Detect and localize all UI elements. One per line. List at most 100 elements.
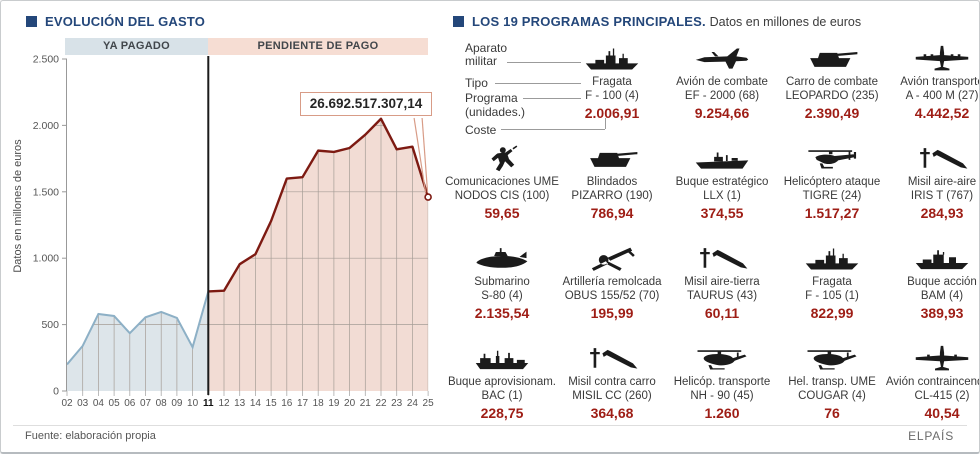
action-ship-icon (887, 243, 979, 273)
program-cost: 4.442,52 (914, 105, 970, 121)
missile-icon (557, 343, 667, 373)
program-card: Misil aire-aire IRIS T (767) 284,93 (887, 137, 979, 237)
band-pending: PENDIENTE DE PAGO (208, 38, 428, 55)
bullet-square-icon (26, 16, 37, 27)
firefighting-plane-icon (887, 343, 979, 373)
svg-text:25: 25 (423, 398, 435, 409)
supply-ship-icon (447, 343, 557, 373)
program-name: COUGAR (4) (798, 389, 866, 402)
program-type: Misil aire-aire (907, 176, 977, 188)
program-card: Fragata F - 100 (4) 2.006,91 (557, 37, 667, 137)
program-type: Helicóp. transporte (673, 376, 771, 388)
svg-text:2.000: 2.000 (33, 120, 59, 132)
program-type: Helicóptero ataque (783, 176, 881, 188)
svg-text:18: 18 (313, 398, 325, 409)
program-card: Helicóptero ataque TIGRE (24) 1.517,27 (777, 137, 887, 237)
legend-connector-line (495, 83, 581, 84)
program-name: A - 400 M (27) (905, 89, 979, 102)
program-name: TIGRE (24) (802, 189, 862, 202)
elpais-logo: ELPAÍS (908, 429, 954, 443)
program-cost: 374,55 (700, 205, 744, 221)
program-cost: 1.517,27 (804, 205, 860, 221)
missile-icon (667, 243, 777, 273)
svg-text:08: 08 (156, 398, 168, 409)
legend-label-coste: Coste (465, 123, 497, 137)
svg-text:02: 02 (61, 398, 73, 409)
svg-text:11: 11 (203, 398, 214, 409)
svg-text:2.500: 2.500 (33, 54, 59, 66)
program-cost: 389,93 (920, 305, 964, 321)
svg-text:07: 07 (140, 398, 152, 409)
program-card: Helicóp. transporte NH - 90 (45) 1.260 (667, 337, 777, 437)
svg-text:14: 14 (250, 398, 262, 409)
program-type: Misil contra carro (568, 376, 656, 388)
program-card: Carro de combate LEOPARDO (235) 2.390,49 (777, 37, 887, 137)
program-type: Submarino (474, 276, 530, 288)
program-name: F - 105 (1) (805, 289, 859, 302)
program-card: Submarino S-80 (4) 2.135,54 (447, 237, 557, 337)
program-card: Comunicaciones UME NODOS CIS (100) 59,65 (445, 137, 559, 237)
legend-label-aparato: Aparato militar (465, 41, 508, 68)
program-type: Misil aire-tierra (684, 276, 760, 288)
program-name: LLX (1) (703, 189, 741, 202)
strategic-ship-icon (667, 143, 777, 173)
program-type: Avión contraincendios (885, 376, 979, 388)
towed-artillery-icon (557, 243, 667, 273)
program-type: Avión transporte (900, 76, 980, 88)
program-cost: 364,68 (590, 405, 634, 421)
program-card: Artillería remolcada OBUS 155/52 (70) 19… (557, 237, 667, 337)
program-name: BAM (4) (920, 289, 964, 302)
program-card: Fragata F - 105 (1) 822,99 (777, 237, 887, 337)
program-name: IRIS T (767) (910, 189, 974, 202)
program-type: Buque estratégico (675, 176, 769, 188)
frigate-icon (557, 43, 667, 73)
band-paid: YA PAGADO (65, 38, 208, 55)
programs-grid: Aparato militar Tipo Programa (unidades.… (445, 37, 979, 437)
program-cost: 228,75 (480, 405, 524, 421)
program-card: Buque estratégico LLX (1) 374,55 (667, 137, 777, 237)
program-type: Fragata (812, 276, 852, 288)
program-type: Fragata (592, 76, 632, 88)
bullet-square-icon (453, 16, 464, 27)
legend-connector-line (501, 129, 605, 130)
program-name: EF - 2000 (68) (684, 89, 760, 102)
legend: Aparato militar Tipo Programa (unidades.… (447, 37, 606, 137)
program-cost: 9.254,66 (694, 105, 750, 121)
svg-text:19: 19 (328, 398, 340, 409)
program-cost: 59,65 (484, 205, 520, 221)
program-cost: 822,99 (810, 305, 854, 321)
legend-label-tipo: Tipo (465, 76, 488, 90)
source-note: Fuente: elaboración propia (25, 430, 156, 442)
transport-plane-icon (887, 43, 979, 73)
program-type: Avión de combate (676, 76, 768, 88)
program-name: CL-415 (2) (914, 389, 970, 402)
svg-text:17: 17 (297, 398, 309, 409)
program-type: Carro de combate (785, 76, 879, 88)
svg-text:06: 06 (124, 398, 136, 409)
program-cost: 76 (824, 405, 840, 421)
program-cost: 2.006,91 (584, 105, 640, 121)
callout-box: 26.692.517.307,14 (300, 92, 432, 116)
program-cost: 40,54 (924, 405, 960, 421)
left-title: EVOLUCIÓN DEL GASTO (45, 14, 206, 29)
svg-text:05: 05 (109, 398, 121, 409)
program-type: Comunicaciones UME (445, 176, 559, 188)
svg-text:20: 20 (344, 398, 356, 409)
spend-area-chart: 0 500 1.000 1.500 2.000 2.500 02 03 04 05 06 07 08 09… (33, 54, 435, 410)
svg-text:1.500: 1.500 (33, 186, 59, 198)
program-type: Artillería remolcada (562, 276, 662, 288)
legend-label-unidades: (unidades.) (465, 105, 526, 119)
program-type: Buque acción (907, 276, 977, 288)
program-card: Avión contraincendios CL-415 (2) 40,54 (886, 337, 979, 437)
footer-divider (13, 425, 967, 426)
left-panel-header: EVOLUCIÓN DEL GASTO (26, 14, 205, 29)
program-card: Avión transporte A - 400 M (27) 4.442,52 (887, 37, 979, 137)
svg-text:15: 15 (266, 398, 278, 409)
right-title: LOS 19 PROGRAMAS PRINCIPALES. (472, 14, 706, 29)
program-cost: 60,11 (704, 305, 740, 321)
program-card: Hel. transp. UME COUGAR (4) 76 (777, 337, 887, 437)
program-card: Buque acción BAM (4) 389,93 (887, 237, 979, 337)
svg-text:12: 12 (218, 398, 230, 409)
program-name: LEOPARDO (235) (785, 89, 879, 102)
program-type: Hel. transp. UME (788, 376, 876, 388)
